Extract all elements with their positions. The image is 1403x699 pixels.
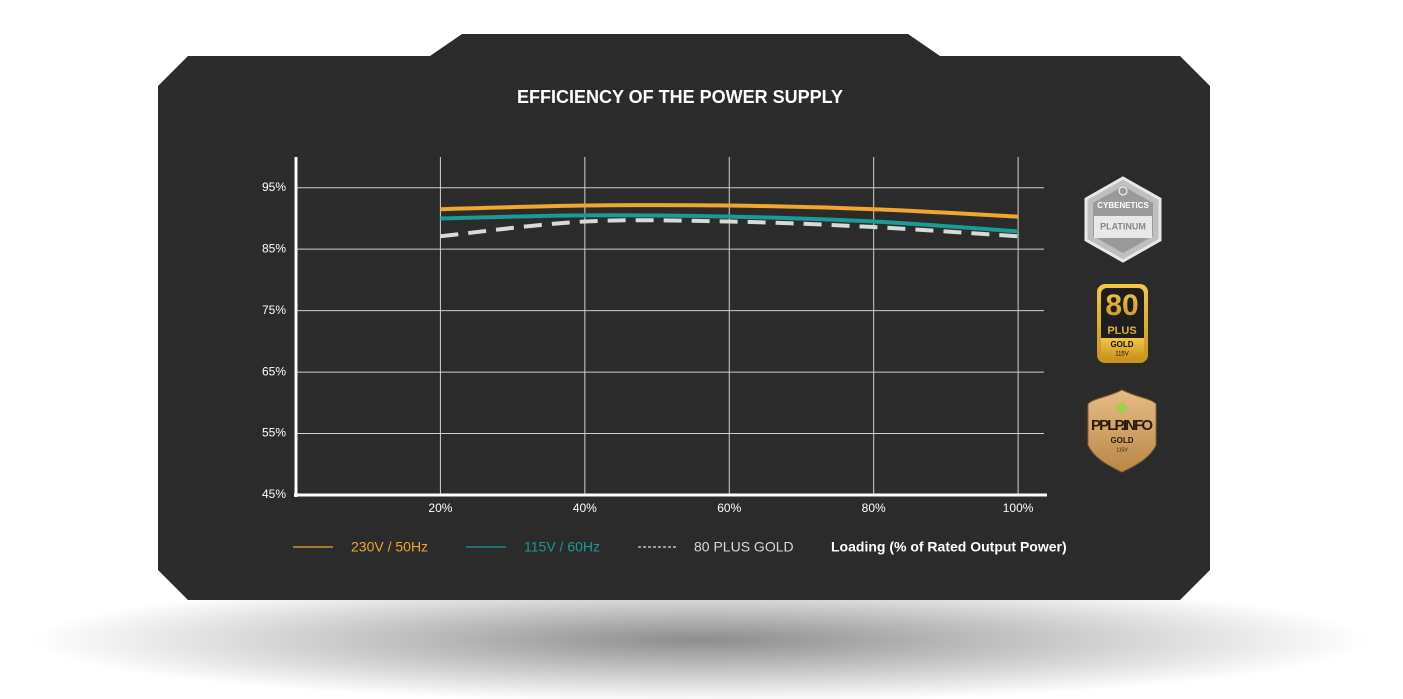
x-tick-label: 100% xyxy=(1003,501,1034,515)
badge-text: GOLD xyxy=(1110,340,1133,349)
y-tick-label: 55% xyxy=(262,426,286,440)
badge-text: CYBENETICS xyxy=(1097,201,1149,210)
y-tick-label: 45% xyxy=(262,487,286,501)
x-tick-label: 60% xyxy=(717,501,741,515)
panel xyxy=(158,34,1210,600)
series-line xyxy=(440,213,1019,234)
chart-title: EFFICIENCY OF THE POWER SUPPLY xyxy=(517,87,843,107)
badge-text: PPLP.INFO xyxy=(1091,417,1153,434)
x-tick-label: 20% xyxy=(428,501,452,515)
badge-text: 115V xyxy=(1116,447,1128,453)
legend-label: 230V / 50Hz xyxy=(351,539,428,555)
x-axis-label: Loading (% of Rated Output Power) xyxy=(831,539,1067,555)
badge-text: PLUS xyxy=(1107,325,1136,337)
legend-label: 80 PLUS GOLD xyxy=(694,539,794,555)
series-line xyxy=(440,218,1019,239)
badge-text: 80 xyxy=(1105,289,1138,322)
x-tick-label: 80% xyxy=(862,501,886,515)
y-tick-label: 95% xyxy=(262,180,286,194)
80plus-badge: 80 PLUS GOLD 115V xyxy=(1097,284,1148,363)
legend-label: 115V / 60Hz xyxy=(524,539,600,555)
y-tick-label: 85% xyxy=(262,241,286,255)
cybenetics-badge: CYBENETICS PLATINUM xyxy=(1084,176,1162,263)
series-line xyxy=(440,203,1019,219)
badge-text: PLATINUM xyxy=(1100,221,1146,231)
y-tick-label: 75% xyxy=(262,303,286,317)
pplp-badge: PPLP.INFO GOLD 115V xyxy=(1087,389,1157,473)
plot: 45% 55% 65% 75% 85% 95% 20% 40% 60% 80% 100% 230V /… xyxy=(262,157,1047,555)
y-tick-label: 65% xyxy=(262,364,286,378)
badge-text: 115V xyxy=(1115,352,1129,358)
badge-text: GOLD xyxy=(1110,436,1133,445)
x-tick-label: 40% xyxy=(573,501,597,515)
shadow xyxy=(30,578,1370,699)
